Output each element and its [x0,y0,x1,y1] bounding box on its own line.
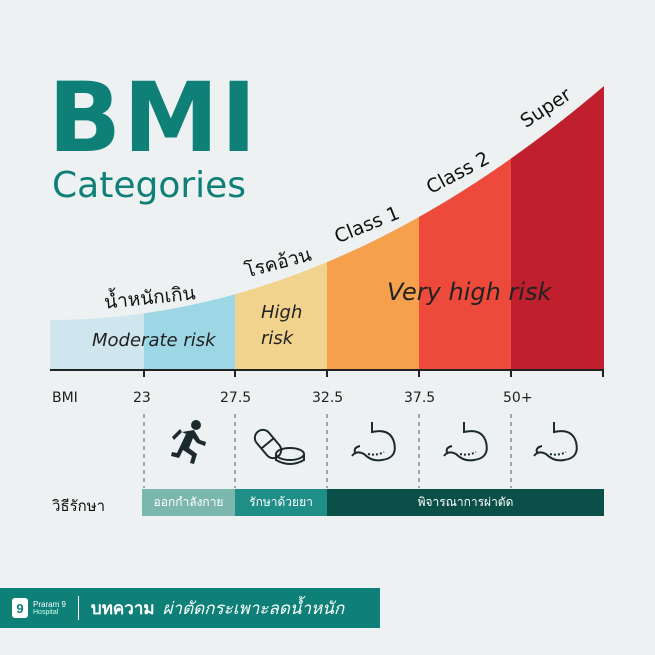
logo-name: Praram 9 [33,599,66,609]
bmi-tick: 27.5 [220,390,252,406]
page-title: BMI [48,62,259,174]
bmi-tick: 50+ [503,390,533,406]
footer-banner: 9 Praram 9 Hospital บทความ ผ่าตัดกระเพาะ… [0,588,380,628]
stomach-icon [443,422,488,462]
band-obese [235,86,327,370]
footer-divider [77,596,79,620]
pills-icon [253,428,305,465]
logo-badge: 9 [12,598,28,618]
risk-moderate: Moderate risk [92,330,216,351]
band-class2 [419,86,511,370]
treatment-exercise: ออกกำลังกาย [142,489,235,516]
article-label: บทความ [90,598,155,619]
bmi-tick: 32.5 [312,390,344,406]
bmi-tick: 23 [133,390,151,406]
bmi-axis-label: BMI [52,390,78,406]
band-normal [50,86,144,370]
band-overweight [144,86,235,370]
treatment-label: วิธีรักษา [52,497,106,515]
treatment-medication: รักษาด้วยยา [235,489,327,516]
running-person-icon [171,420,206,464]
stomach-icon [533,422,578,462]
bmi-tick: 37.5 [404,390,436,406]
page-subtitle: Categories [52,165,247,206]
risk-high-line1: High [261,302,303,323]
article-title: ผ่าตัดกระเพาะลดน้ำหนัก [162,598,345,619]
risk-high-line2: risk [261,328,294,349]
stomach-icon [351,422,396,462]
treatment-surgery: พิจารณาการผ่าตัด [327,489,604,516]
risk-very-high: Very high risk [387,278,552,306]
logo-sub: Hospital [33,608,59,616]
hospital-logo: 9 Praram 9 Hospital [12,598,66,618]
